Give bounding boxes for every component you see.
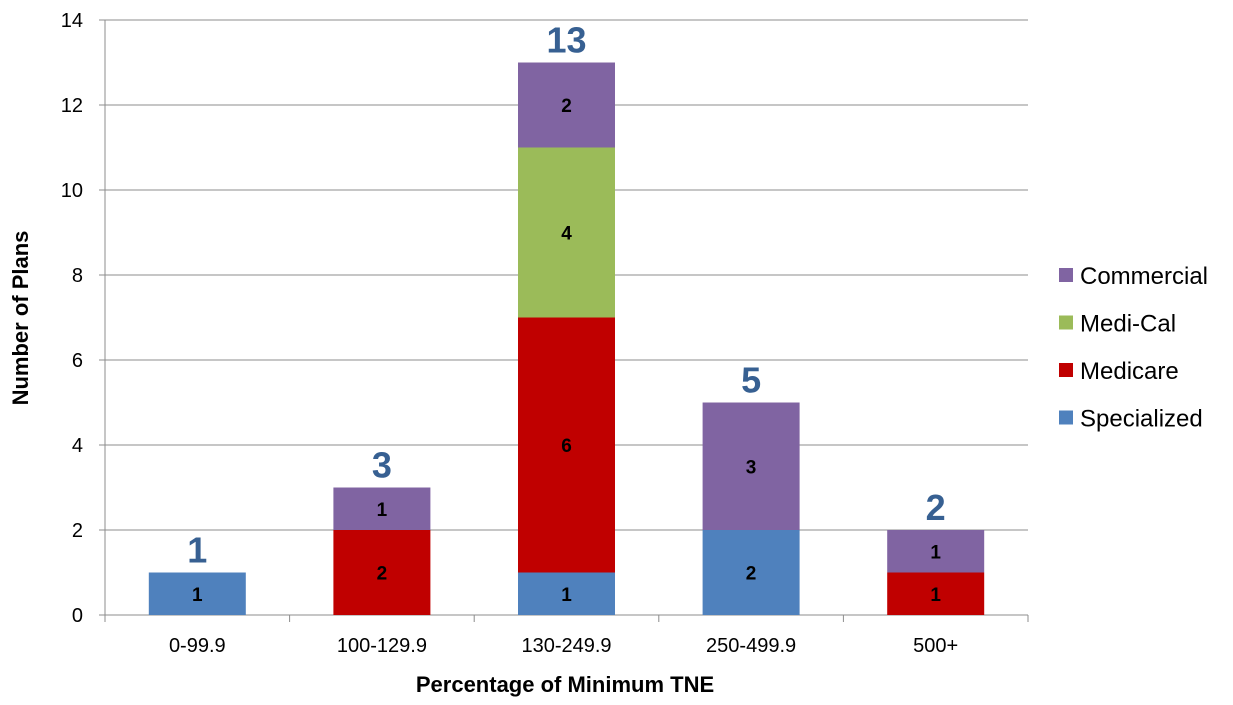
- y-tick-label: 12: [61, 95, 83, 117]
- segment-value-label: 4: [561, 224, 572, 245]
- bar-segment-medi-cal: [518, 147, 615, 318]
- segment-value-label: 2: [746, 564, 757, 585]
- segment-value-label: 2: [561, 96, 572, 117]
- segment-value-label: 1: [930, 542, 941, 563]
- y-tick-label: 0: [72, 605, 83, 627]
- bar-total-label: 5: [741, 360, 761, 401]
- x-tick-label: 500+: [913, 635, 958, 657]
- bar-segment-specialized: [702, 530, 800, 615]
- legend-label: Medi-Cal: [1080, 311, 1176, 338]
- legend-label: Medicare: [1080, 358, 1179, 385]
- segment-value-label: 1: [192, 585, 203, 606]
- bar-segment-commercial: [887, 530, 985, 573]
- x-tick-label: 100-129.9: [337, 635, 427, 657]
- bars: [148, 62, 985, 615]
- bar-segment-specialized: [148, 572, 246, 615]
- legend-label: Specialized: [1080, 406, 1203, 433]
- x-tick-label: 130-249.9: [521, 635, 611, 657]
- segment-value-label: 1: [377, 500, 388, 521]
- bar-segment-commercial: [518, 62, 615, 148]
- legend: Commercial Medi-Cal Medicare Specialized: [1059, 263, 1208, 433]
- bar-total-label: 1: [187, 530, 207, 571]
- y-tick-label: 14: [61, 10, 83, 32]
- x-tick-label: 250-499.9: [706, 635, 796, 657]
- segment-value-label: 6: [561, 436, 572, 457]
- segment-value-label: 1: [930, 585, 941, 606]
- bar-segment-commercial: [702, 402, 800, 530]
- x-tick-label: 0-99.9: [169, 635, 226, 657]
- bar-segment-specialized: [518, 572, 615, 615]
- bar-segment-commercial: [333, 487, 431, 530]
- legend-swatch-specialized: [1059, 410, 1073, 425]
- bar-total-label: 2: [926, 487, 946, 528]
- y-tick-label: 2: [72, 520, 83, 542]
- segment-value-label: 3: [746, 457, 757, 478]
- segment-value-label: 2: [377, 564, 388, 585]
- legend-label: Commercial: [1080, 263, 1208, 290]
- y-tick-label: 6: [72, 350, 83, 372]
- bar-total-label: 13: [546, 20, 586, 61]
- bar-segment-medicare: [518, 317, 615, 573]
- y-tick-label: 8: [72, 265, 83, 287]
- bar-segment-medicare: [887, 572, 985, 615]
- bar-total-label: 3: [372, 445, 392, 486]
- x-axis-title: Percentage of Minimum TNE: [416, 672, 714, 697]
- y-axis-title: Number of Plans: [8, 231, 33, 406]
- y-tick-label: 10: [61, 180, 83, 202]
- legend-swatch-commercial: [1059, 268, 1073, 282]
- bar-segment-medicare: [333, 530, 431, 615]
- segment-value-label: 1: [561, 585, 572, 606]
- legend-swatch-medi-cal: [1059, 315, 1073, 330]
- legend-swatch-medicare: [1059, 363, 1073, 377]
- y-tick-label: 4: [72, 435, 83, 457]
